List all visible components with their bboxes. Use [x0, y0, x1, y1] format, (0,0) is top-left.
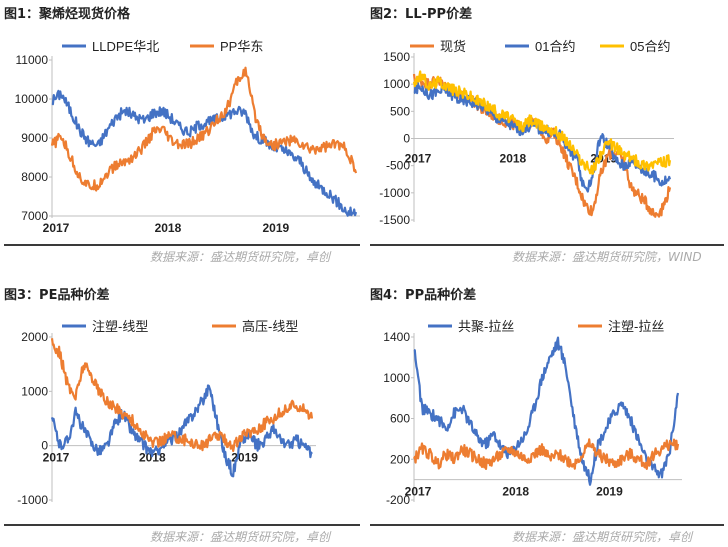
y-tick-label: -500 — [386, 159, 410, 173]
series-line-0 — [50, 384, 313, 478]
y-tick-label: -200 — [386, 493, 410, 507]
y-tick-label: 200 — [390, 452, 410, 466]
legend-label: 注塑-拉丝 — [608, 319, 664, 334]
y-tick-label: 1000 — [383, 77, 410, 91]
legend-label: 注塑-线型 — [92, 319, 148, 334]
chart3-bottom-rule — [4, 524, 360, 526]
chart2-bottom-rule — [370, 244, 724, 246]
y-tick-label: 2000 — [21, 330, 48, 344]
y-tick-label: 0 — [403, 132, 410, 146]
x-tick-label: 2017 — [405, 152, 432, 166]
chart3-source: 数据来源：盛达期货研究院，卓创 — [150, 530, 331, 544]
y-tick-label: 11000 — [16, 53, 49, 67]
y-tick-label: 1500 — [383, 50, 410, 64]
chart2-source: 数据来源：盛达期货研究院，WIND — [512, 250, 702, 264]
chart3-title: 图3：PE品种价差 — [4, 288, 110, 303]
x-tick-label: 2017 — [43, 451, 70, 465]
series-line-0 — [413, 336, 680, 486]
chart1-llpe-pp-spot-prices: 7000 8000 9000 10000 11000 2017 2018 2019 LLDPE华… — [15, 39, 360, 235]
legend-label: 01合约 — [535, 39, 575, 54]
y-tick-label: 7000 — [21, 209, 48, 223]
x-tick-label: 2019 — [596, 485, 623, 499]
legend-label: PP华东 — [220, 39, 263, 54]
series-line-1 — [50, 338, 314, 452]
x-tick-label: 2019 — [262, 221, 289, 235]
y-tick-label: 9000 — [21, 131, 48, 145]
legend-label: 现货 — [440, 39, 466, 54]
y-tick-label: 8000 — [21, 170, 48, 184]
y-tick-label: -1000 — [17, 493, 48, 507]
y-tick-label: 1400 — [383, 330, 410, 344]
chart4-title: 图4：PP品种价差 — [370, 288, 477, 303]
chart4-bottom-rule — [370, 524, 724, 526]
x-tick-label: 2018 — [500, 152, 527, 166]
chart4-source: 数据来源：盛达期货研究院，卓创 — [512, 530, 693, 544]
y-tick-label: 0 — [41, 439, 48, 453]
x-tick-label: 2017 — [43, 221, 70, 235]
x-tick-label: 2018 — [155, 221, 182, 235]
series-line-1 — [412, 438, 680, 470]
y-tick-label: 600 — [390, 412, 410, 426]
chart2-title: 图2：LL-PP价差 — [370, 7, 473, 22]
legend-label: 高压-线型 — [242, 319, 298, 334]
chart4-pp-variety-spread: -200 200 600 1000 1400 2017 2018 2019 共聚-拉丝 注塑-拉丝 — [383, 319, 682, 507]
legend-label: 05合约 — [630, 39, 670, 54]
series-line-0 — [51, 89, 358, 217]
y-tick-label: 500 — [390, 104, 410, 118]
chart1-bottom-rule — [4, 244, 360, 246]
x-tick-label: 2018 — [502, 485, 529, 499]
chart1-title: 图1：聚烯烃现货价格 — [4, 7, 131, 22]
y-tick-label: 1000 — [21, 384, 48, 398]
chart1-source: 数据来源：盛达期货研究院，卓创 — [150, 250, 331, 264]
y-tick-label: -1000 — [379, 186, 410, 200]
y-tick-label: 1000 — [383, 371, 410, 385]
x-tick-label: 2017 — [405, 485, 432, 499]
legend-label: LLDPE华北 — [92, 39, 159, 54]
legend-label: 共聚-拉丝 — [458, 319, 514, 334]
series-line-2 — [412, 70, 672, 175]
series-line-1 — [50, 66, 358, 192]
y-tick-label: 10000 — [15, 92, 49, 106]
y-tick-label: -1500 — [379, 213, 410, 227]
